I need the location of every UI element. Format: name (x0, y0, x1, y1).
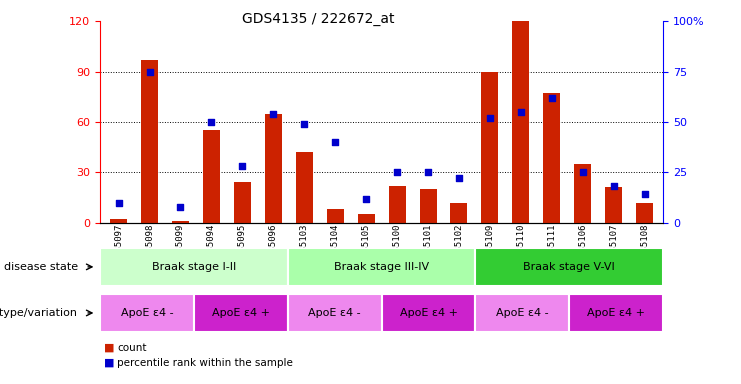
Point (299, 121, 310, 127)
Text: ApoE ε4 +: ApoE ε4 + (212, 308, 270, 318)
Bar (388, 186, 405, 223)
Bar (288, 248, 476, 286)
Text: disease state: disease state (4, 262, 78, 272)
Text: Braak stage V-VI: Braak stage V-VI (523, 262, 615, 272)
Bar (288, 294, 382, 332)
Point (546, 95, 558, 101)
Text: percentile rank within the sample: percentile rank within the sample (117, 358, 293, 368)
Bar (194, 294, 288, 332)
Text: ■: ■ (104, 358, 114, 368)
Bar (574, 164, 591, 223)
Bar (100, 294, 194, 332)
Text: count: count (117, 343, 147, 353)
Text: Braak stage I-II: Braak stage I-II (152, 262, 236, 272)
Text: Braak stage III-IV: Braak stage III-IV (334, 262, 429, 272)
Point (144, 68, 156, 74)
Bar (327, 209, 344, 223)
Bar (605, 187, 622, 223)
Bar (382, 294, 476, 332)
Point (515, 109, 527, 115)
Bar (265, 114, 282, 223)
Bar (100, 248, 288, 286)
Bar (419, 189, 436, 223)
Point (453, 175, 465, 182)
Bar (110, 219, 127, 223)
Text: ApoE ε4 -: ApoE ε4 - (496, 308, 549, 318)
Point (268, 111, 279, 117)
Bar (203, 130, 220, 223)
Bar (636, 203, 653, 223)
Bar (569, 294, 663, 332)
Point (236, 163, 248, 169)
Point (422, 169, 434, 175)
Point (576, 169, 588, 175)
Bar (172, 221, 189, 223)
Text: ApoE ε4 -: ApoE ε4 - (121, 308, 173, 318)
Text: ApoE ε4 +: ApoE ε4 + (399, 308, 457, 318)
Point (113, 200, 124, 206)
Bar (234, 182, 251, 223)
Point (329, 139, 341, 145)
Point (391, 169, 403, 175)
Bar (296, 152, 313, 223)
Text: ApoE ε4 -: ApoE ε4 - (308, 308, 361, 318)
Text: GDS4135 / 222672_at: GDS4135 / 222672_at (242, 12, 395, 25)
Bar (451, 203, 468, 223)
Bar (141, 60, 158, 223)
Text: ■: ■ (104, 343, 114, 353)
Point (639, 192, 651, 198)
Bar (512, 21, 529, 223)
Point (175, 204, 187, 210)
Text: ApoE ε4 +: ApoE ε4 + (588, 308, 645, 318)
Bar (476, 294, 569, 332)
Point (608, 184, 619, 190)
Bar (543, 93, 560, 223)
Bar (358, 214, 375, 223)
Text: genotype/variation: genotype/variation (0, 308, 78, 318)
Bar (476, 248, 663, 286)
Point (205, 119, 217, 125)
Bar (482, 71, 499, 223)
Point (360, 195, 372, 202)
Point (484, 115, 496, 121)
